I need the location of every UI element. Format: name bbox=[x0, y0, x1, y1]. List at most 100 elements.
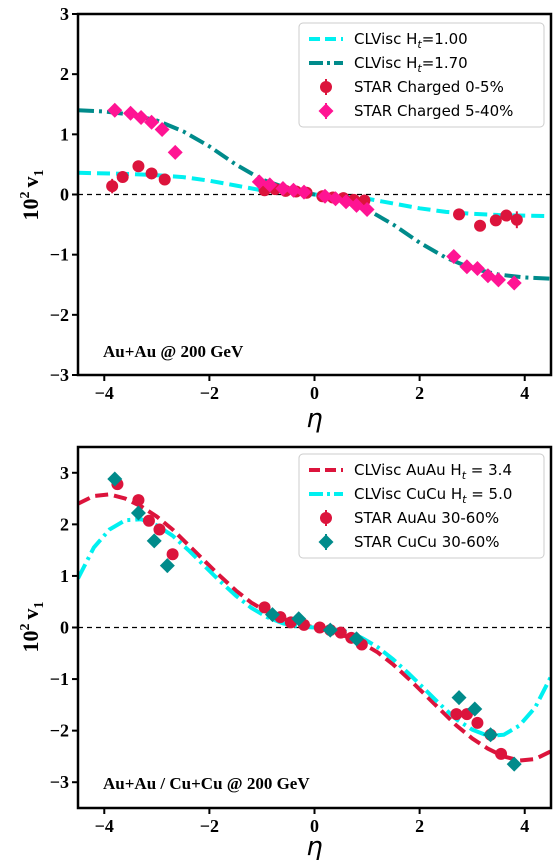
y-tick-label: −2 bbox=[50, 721, 69, 741]
data-point bbox=[296, 184, 312, 200]
data-point bbox=[349, 631, 365, 647]
data-point bbox=[506, 756, 522, 772]
data-point bbox=[132, 494, 145, 507]
x-tick-label: 2 bbox=[415, 383, 424, 403]
chart-annotation: Au+Au / Cu+Cu @ 200 GeV bbox=[103, 774, 310, 793]
x-tick-label: 4 bbox=[520, 816, 529, 836]
legend-label: STAR AuAu 30-60% bbox=[354, 509, 499, 527]
data-point bbox=[264, 607, 280, 623]
data-point bbox=[313, 621, 326, 634]
data-point bbox=[506, 275, 522, 291]
data-point bbox=[116, 171, 129, 184]
data-point bbox=[142, 514, 155, 527]
legend-label-main: CLVisc AuAu H bbox=[354, 461, 462, 479]
series-points-3 bbox=[107, 102, 522, 291]
data-point bbox=[459, 259, 475, 275]
data-point bbox=[106, 180, 119, 193]
y-axis-label-variable: v bbox=[18, 609, 43, 620]
data-point bbox=[107, 102, 123, 118]
data-point bbox=[145, 167, 158, 180]
data-point bbox=[490, 272, 506, 288]
data-point bbox=[262, 177, 278, 193]
data-point bbox=[153, 523, 166, 536]
data-point bbox=[166, 548, 179, 561]
series-line-0 bbox=[78, 492, 551, 763]
y-tick-label: 2 bbox=[60, 514, 69, 534]
data-point bbox=[500, 209, 513, 222]
legend-item-3: STAR CuCu 30-60% bbox=[318, 533, 500, 551]
legend-label-main: CLVisc H bbox=[354, 54, 417, 72]
y-tick-label: −3 bbox=[50, 365, 69, 385]
x-tick-label: 2 bbox=[415, 816, 424, 836]
data-point bbox=[275, 180, 291, 196]
x-axis-label: η bbox=[306, 832, 322, 860]
legend-box bbox=[298, 22, 545, 128]
y-tick-label: 1 bbox=[60, 566, 69, 586]
legend-swatch-marker bbox=[318, 103, 334, 119]
y-axis-label: 102 v1 bbox=[18, 170, 47, 221]
data-point bbox=[130, 505, 146, 521]
data-point bbox=[450, 708, 463, 721]
y-tick-label: −2 bbox=[50, 305, 69, 325]
data-point bbox=[446, 248, 462, 264]
legend-item-2: STAR Charged 0-5% bbox=[320, 78, 504, 96]
legend-label-main: CLVisc H bbox=[354, 30, 417, 48]
data-point bbox=[285, 182, 301, 198]
y-axis-label-base: 10 bbox=[18, 631, 43, 653]
y-tick-label: 3 bbox=[60, 463, 69, 483]
data-point bbox=[334, 626, 347, 639]
y-axis-label-exponent: 2 bbox=[18, 624, 33, 631]
legend-label-tail: = 5.0 bbox=[466, 485, 512, 503]
legend-item-1: CLVisc Ht=1.70 bbox=[309, 54, 468, 75]
data-point bbox=[158, 173, 171, 186]
data-point bbox=[167, 144, 183, 160]
y-axis-label-variable: v bbox=[18, 177, 43, 188]
legend-item-3: STAR Charged 5-40% bbox=[318, 102, 513, 120]
x-tick-label: 4 bbox=[520, 383, 529, 403]
legend-label: STAR Charged 5-40% bbox=[354, 102, 513, 120]
data-point bbox=[146, 533, 162, 549]
legend-label-main: CLVisc CuCu H bbox=[354, 485, 462, 503]
y-axis-label-subscript: 1 bbox=[32, 602, 47, 609]
data-point bbox=[107, 471, 123, 487]
y-tick-label: 3 bbox=[60, 4, 69, 24]
legend: CLVisc AuAu Ht = 3.4 CLVisc CuCu Ht = 5.0… bbox=[298, 453, 545, 559]
series-points-3 bbox=[107, 471, 522, 772]
y-axis-label-exponent: 2 bbox=[18, 192, 33, 199]
legend-label: STAR CuCu 30-60% bbox=[354, 533, 500, 551]
x-tick-label: −2 bbox=[200, 816, 219, 836]
y-axis-label-subscript: 1 bbox=[32, 170, 47, 177]
x-tick-label: −4 bbox=[95, 816, 114, 836]
data-point bbox=[144, 114, 160, 130]
data-point bbox=[451, 690, 467, 706]
data-point bbox=[453, 208, 466, 221]
x-tick-label: −2 bbox=[200, 383, 219, 403]
legend-swatch-marker bbox=[318, 534, 334, 550]
data-point bbox=[495, 747, 508, 760]
data-point bbox=[258, 601, 271, 614]
y-tick-label: −3 bbox=[50, 772, 69, 792]
x-tick-label: 0 bbox=[310, 816, 319, 836]
data-point bbox=[133, 109, 149, 125]
y-axis-label-base: 10 bbox=[18, 199, 43, 221]
chart-annotation: Au+Au @ 200 GeV bbox=[103, 342, 244, 361]
data-point bbox=[132, 160, 145, 173]
legend-item-2: STAR AuAu 30-60% bbox=[320, 509, 499, 527]
y-tick-label: −1 bbox=[50, 669, 69, 689]
data-point bbox=[317, 188, 333, 204]
legend-label-tail: =1.70 bbox=[422, 54, 468, 72]
data-point bbox=[328, 191, 344, 207]
data-point bbox=[483, 727, 499, 743]
x-tick-label: −4 bbox=[95, 383, 114, 403]
legend-label-tail: = 3.4 bbox=[466, 461, 512, 479]
legend-box bbox=[298, 453, 545, 559]
x-axis-label: η bbox=[306, 404, 322, 434]
plot-area bbox=[78, 471, 551, 772]
x-tick-label: 0 bbox=[310, 383, 319, 403]
legend-label: CLVisc CuCu Ht = 5.0 bbox=[354, 485, 512, 506]
legend-label: CLVisc AuAu Ht = 3.4 bbox=[354, 461, 512, 482]
legend-label-tail: =1.00 bbox=[422, 30, 468, 48]
